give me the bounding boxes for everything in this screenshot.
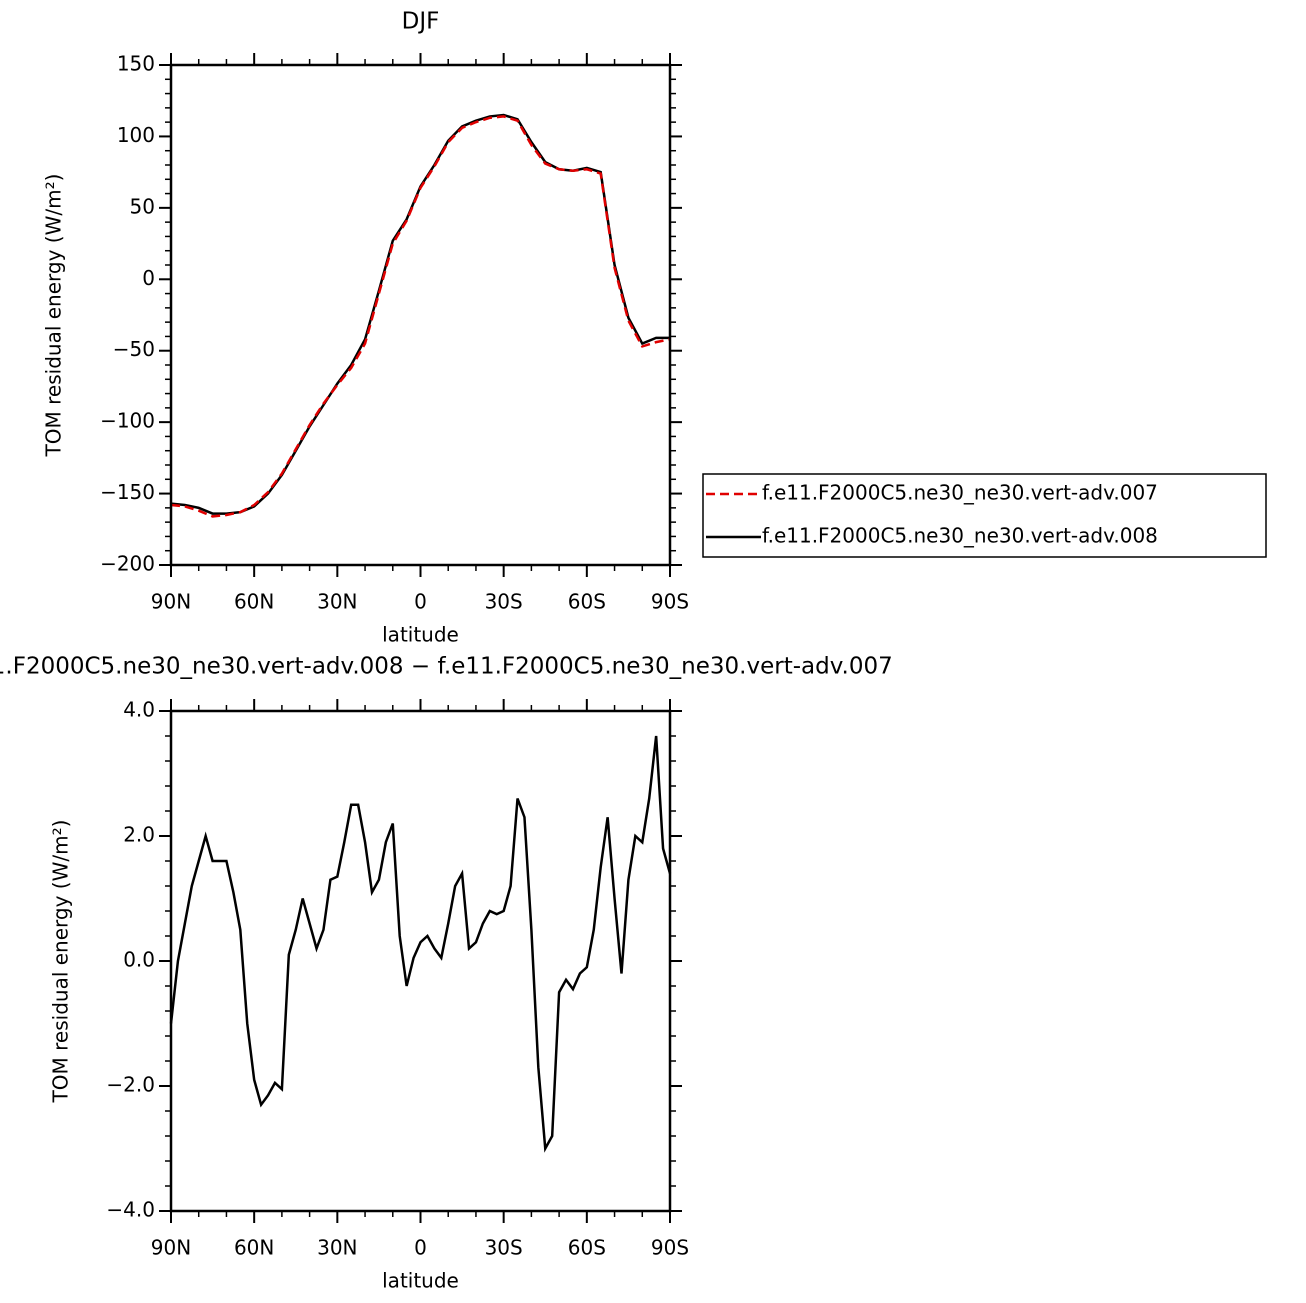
y-tick-label: −4.0 xyxy=(106,1198,155,1222)
data-line xyxy=(169,735,672,1153)
y-tick-label: 0 xyxy=(142,266,155,290)
x-tick-label: 0 xyxy=(414,1236,427,1260)
x-tick-label: 90S xyxy=(651,1236,689,1260)
x-tick-label: 60S xyxy=(568,590,606,614)
y-tick-label: −150 xyxy=(100,480,155,504)
chart-title: DJF xyxy=(402,9,440,35)
x-tick-label: 60N xyxy=(234,1236,274,1260)
plot-frame xyxy=(169,709,672,1213)
x-tick-label: 90S xyxy=(651,590,689,614)
x-tick-label: 60S xyxy=(568,1236,606,1260)
y-tick-label: −100 xyxy=(100,409,155,433)
x-tick-label: 30N xyxy=(317,1236,357,1260)
legend-label: f.e11.F2000C5.ne30_ne30.vert-adv.007 xyxy=(762,481,1158,505)
data-line xyxy=(170,115,671,518)
legend-box xyxy=(702,473,1267,558)
x-axis-label: latitude xyxy=(382,623,459,647)
legend-label: f.e11.F2000C5.ne30_ne30.vert-adv.008 xyxy=(762,524,1158,548)
x-axis-label: latitude xyxy=(382,1269,459,1293)
plot-frame xyxy=(169,63,672,567)
y-tick-label: −200 xyxy=(100,552,155,576)
x-tick-label: 30N xyxy=(317,590,357,614)
x-tick-label: 30S xyxy=(485,590,523,614)
chart-title: f.e11.F2000C5.ne30_ne30.vert-adv.008 − f… xyxy=(0,654,893,680)
y-tick-label: −50 xyxy=(113,337,155,361)
data-line xyxy=(170,113,670,515)
y-axis-label: TOM residual energy (W/m²) xyxy=(49,820,73,1104)
y-tick-label: −2.0 xyxy=(106,1073,155,1097)
y-tick-label: 0.0 xyxy=(123,948,155,972)
y-tick-label: 50 xyxy=(130,194,155,218)
x-tick-label: 90N xyxy=(151,1236,191,1260)
y-tick-label: 2.0 xyxy=(123,823,155,847)
y-axis-label: TOM residual energy (W/m²) xyxy=(42,174,66,458)
x-tick-label: 60N xyxy=(234,590,274,614)
x-tick-label: 30S xyxy=(485,1236,523,1260)
y-tick-label: 150 xyxy=(117,52,155,76)
y-tick-label: 100 xyxy=(117,123,155,147)
x-tick-label: 90N xyxy=(151,590,191,614)
x-tick-label: 0 xyxy=(414,590,427,614)
y-tick-label: 4.0 xyxy=(123,698,155,722)
